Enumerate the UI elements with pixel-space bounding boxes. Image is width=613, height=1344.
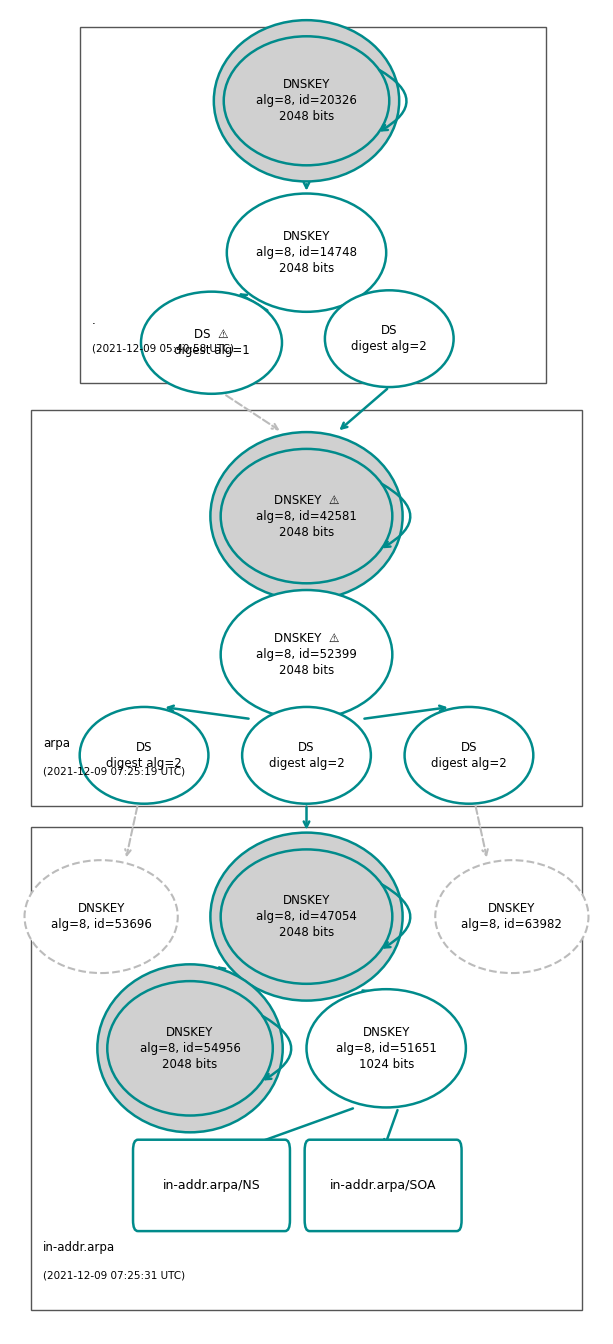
Text: DNSKEY  ⚠
alg=8, id=42581
2048 bits: DNSKEY ⚠ alg=8, id=42581 2048 bits [256,493,357,539]
Text: DNSKEY
alg=8, id=54956
2048 bits: DNSKEY alg=8, id=54956 2048 bits [140,1025,240,1071]
Text: DNSKEY
alg=8, id=53696: DNSKEY alg=8, id=53696 [51,902,151,931]
Ellipse shape [210,433,403,599]
FancyBboxPatch shape [305,1140,462,1231]
Ellipse shape [227,194,386,312]
Text: DNSKEY
alg=8, id=47054
2048 bits: DNSKEY alg=8, id=47054 2048 bits [256,894,357,939]
Text: DS  ⚠
digest alg=1: DS ⚠ digest alg=1 [173,328,249,358]
Ellipse shape [306,989,466,1107]
Bar [31,827,582,1310]
Ellipse shape [221,449,392,583]
Text: arpa: arpa [43,737,70,750]
Bar [80,27,546,383]
Ellipse shape [107,981,273,1116]
Ellipse shape [435,860,588,973]
FancyBboxPatch shape [133,1140,290,1231]
Text: DNSKEY
alg=8, id=14748
2048 bits: DNSKEY alg=8, id=14748 2048 bits [256,230,357,276]
Text: in-addr.arpa/NS: in-addr.arpa/NS [162,1179,261,1192]
Ellipse shape [242,707,371,804]
Ellipse shape [221,590,392,719]
Text: DS
digest alg=2: DS digest alg=2 [351,324,427,353]
Ellipse shape [141,292,282,394]
Text: (2021-12-09 05:40:58 UTC): (2021-12-09 05:40:58 UTC) [92,344,234,353]
Text: DNSKEY
alg=8, id=51651
1024 bits: DNSKEY alg=8, id=51651 1024 bits [336,1025,436,1071]
Ellipse shape [25,860,178,973]
Text: (2021-12-09 07:25:19 UTC): (2021-12-09 07:25:19 UTC) [43,767,185,777]
Ellipse shape [325,290,454,387]
Bar [31,410,582,806]
Ellipse shape [210,833,403,1000]
Text: DNSKEY
alg=8, id=63982: DNSKEY alg=8, id=63982 [462,902,562,931]
Text: in-addr.arpa/SOA: in-addr.arpa/SOA [330,1179,436,1192]
Text: DS
digest alg=2: DS digest alg=2 [431,741,507,770]
Text: (2021-12-09 07:25:31 UTC): (2021-12-09 07:25:31 UTC) [43,1271,185,1281]
Ellipse shape [221,849,392,984]
Ellipse shape [224,36,389,165]
Ellipse shape [405,707,533,804]
Ellipse shape [214,20,399,181]
Text: DS
digest alg=2: DS digest alg=2 [268,741,345,770]
Text: DNSKEY  ⚠
alg=8, id=52399
2048 bits: DNSKEY ⚠ alg=8, id=52399 2048 bits [256,632,357,677]
Text: .: . [92,313,96,327]
Ellipse shape [97,965,283,1132]
Text: DNSKEY
alg=8, id=20326
2048 bits: DNSKEY alg=8, id=20326 2048 bits [256,78,357,124]
Text: DS
digest alg=2: DS digest alg=2 [106,741,182,770]
Ellipse shape [80,707,208,804]
Text: in-addr.arpa: in-addr.arpa [43,1241,115,1254]
